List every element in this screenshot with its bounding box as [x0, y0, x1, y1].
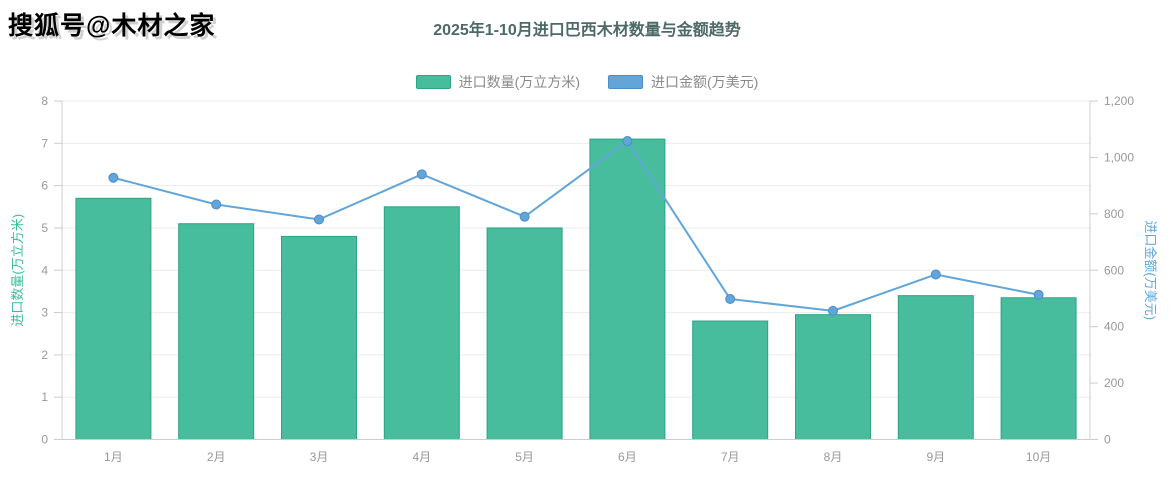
x-axis-label-1月: 1月	[104, 450, 123, 464]
bar-4月[interactable]	[383, 206, 460, 440]
x-axis-label-5月: 5月	[515, 450, 534, 464]
left-axis-tick-label: 7	[41, 136, 48, 150]
right-axis-tick-label: 1,000	[1104, 150, 1134, 164]
right-axis-name: 进口金额(万美元)	[1143, 220, 1158, 320]
legend: 进口数量(万立方米) 进口金额(万美元)	[0, 72, 1174, 92]
x-axis-label-8月: 8月	[824, 450, 843, 464]
line-series	[113, 140, 1039, 312]
legend-item-quantity[interactable]: 进口数量(万立方米)	[415, 72, 580, 92]
watermark: 搜狐号@木材之家	[8, 12, 216, 40]
line-point-7月[interactable]	[725, 294, 736, 305]
legend-label-amount: 进口金额(万美元)	[651, 74, 759, 90]
line-point-3月[interactable]	[314, 214, 324, 225]
right-axis-tick-label: 1,200	[1104, 94, 1134, 108]
left-axis-tick-label: 3	[41, 306, 48, 320]
left-axis-tick-label: 1	[41, 390, 48, 404]
bar-8月[interactable]	[795, 314, 871, 441]
right-axis-tick-label: 600	[1104, 263, 1124, 277]
bar-9月[interactable]	[897, 295, 974, 441]
x-axis-label-7月: 7月	[721, 450, 740, 464]
left-axis-name: 进口数量(万立方米)	[10, 214, 25, 327]
legend-swatch-amount-icon	[608, 75, 643, 89]
x-axis-label-6月: 6月	[618, 450, 637, 464]
bar-6月[interactable]	[589, 138, 666, 441]
left-axis-tick-label: 0	[41, 433, 48, 447]
line-point-9月[interactable]	[930, 269, 941, 280]
x-axis-label-9月: 9月	[926, 450, 945, 464]
bar-1月[interactable]	[75, 197, 152, 440]
x-axis-label-10月: 10月	[1026, 450, 1051, 464]
right-axis-tick-label: 200	[1104, 376, 1124, 390]
legend-label-quantity: 进口数量(万立方米)	[458, 74, 580, 90]
left-axis-tick-label: 2	[41, 348, 48, 362]
x-axis-label-2月: 2月	[207, 450, 226, 464]
line-point-4月[interactable]	[416, 169, 427, 180]
line-point-2月[interactable]	[211, 199, 222, 210]
bar-5月[interactable]	[486, 227, 563, 440]
left-axis-tick-label: 6	[41, 179, 48, 193]
right-axis-tick-label: 0	[1104, 433, 1111, 447]
left-axis-tick-label: 8	[41, 94, 48, 108]
legend-swatch-quantity-icon	[415, 75, 451, 89]
line-point-6月[interactable]	[622, 136, 633, 147]
bar-3月[interactable]	[281, 235, 357, 440]
x-axis-label-4月: 4月	[412, 450, 431, 464]
left-axis-tick-label: 4	[41, 263, 48, 277]
legend-item-amount[interactable]: 进口金额(万美元)	[608, 72, 758, 92]
line-point-1月[interactable]	[108, 172, 119, 183]
line-point-5月[interactable]	[519, 211, 530, 222]
bar-7月[interactable]	[692, 320, 769, 440]
right-axis-tick-label: 400	[1104, 320, 1124, 334]
chart-title: 2025年1-10月进口巴西木材数量与金额趋势	[433, 22, 741, 39]
bar-10月[interactable]	[1000, 297, 1077, 440]
line-point-10月[interactable]	[1033, 289, 1044, 300]
right-axis-tick-label: 800	[1104, 207, 1124, 221]
line-point-8月[interactable]	[828, 305, 838, 316]
bar-2月[interactable]	[178, 223, 255, 440]
left-axis-tick-label: 5	[41, 221, 48, 235]
x-axis-label-3月: 3月	[310, 450, 329, 464]
